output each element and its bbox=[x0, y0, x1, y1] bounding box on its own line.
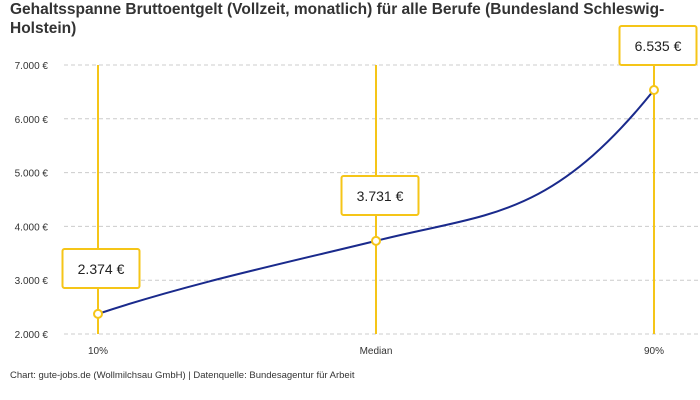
y-tick-label: 5.000 € bbox=[15, 169, 49, 180]
y-tick-label: 2.000 € bbox=[15, 330, 49, 341]
data-point bbox=[93, 308, 103, 319]
chart-title: Gehaltsspanne Bruttoentgelt (Vollzeit, m… bbox=[10, 1, 665, 37]
y-tick-label: 6.000 € bbox=[15, 115, 49, 126]
data-label: 3.731 € bbox=[357, 188, 404, 204]
y-tick-label: 3.000 € bbox=[15, 276, 49, 287]
data-point bbox=[371, 235, 381, 246]
x-tick-label: 10% bbox=[88, 346, 108, 357]
data-label: 6.535 € bbox=[635, 38, 682, 54]
x-tick-label: Median bbox=[360, 346, 393, 357]
y-tick-label: 4.000 € bbox=[15, 222, 49, 233]
data-label: 2.374 € bbox=[78, 261, 125, 277]
data-label-box bbox=[61, 248, 141, 289]
y-tick-label: 7.000 € bbox=[15, 61, 49, 72]
data-point bbox=[649, 85, 659, 96]
x-tick-label: 90% bbox=[644, 346, 664, 357]
data-label-box bbox=[340, 175, 420, 216]
data-label-box bbox=[618, 25, 698, 66]
chart-source: Chart: gute-jobs.de (Wollmilchsau GmbH) … bbox=[10, 370, 355, 381]
